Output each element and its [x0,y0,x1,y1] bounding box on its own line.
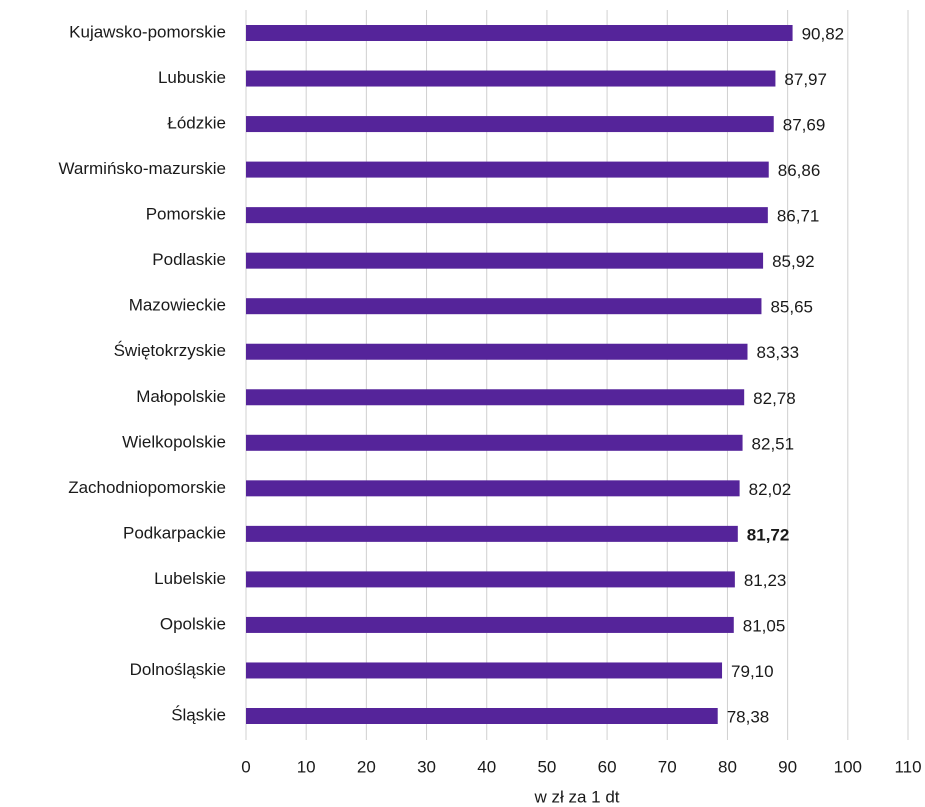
y-tick-label: Mazowieckie [129,296,226,315]
value-label: 86,86 [778,161,821,180]
bar [246,525,738,542]
bar [246,343,748,360]
bar [246,70,776,87]
value-label: 82,02 [749,480,792,499]
x-tick-label: 40 [477,757,496,776]
bar [246,116,774,133]
value-label: 81,72 [747,525,790,544]
y-tick-label: Podkarpackie [123,523,226,542]
y-tick-label: Kujawsko-pomorskie [69,22,226,41]
value-label: 78,38 [727,707,770,726]
x-axis-label: w zł za 1 dt [533,787,619,806]
x-tick-label: 110 [894,757,921,776]
x-tick-label: 0 [241,757,250,776]
y-tick-label: Opolskie [160,614,226,633]
bar [246,434,743,451]
x-tick-label: 60 [598,757,617,776]
bar [246,480,740,497]
value-label: 85,92 [772,252,815,271]
y-tick-label: Pomorskie [146,205,226,224]
x-tick-label: 30 [417,757,436,776]
bar [246,161,769,178]
x-tick-label: 70 [658,757,677,776]
value-label: 87,69 [783,116,826,135]
value-label: 82,78 [753,389,796,408]
bar [246,25,793,41]
value-label: 86,71 [777,207,820,226]
y-tick-label: Śląskie [171,705,226,724]
y-tick-label: Łódzkie [167,114,226,133]
value-label: 79,10 [731,662,774,681]
bar [246,298,762,315]
value-label: 81,05 [743,616,786,635]
value-label: 83,33 [756,343,799,362]
x-tick-label: 50 [537,757,556,776]
y-tick-label: Wielkopolskie [122,432,226,451]
bar [246,662,723,679]
y-tick-label: Małopolskie [136,387,226,406]
value-label: 81,23 [744,571,787,590]
x-tick-label: 20 [357,757,376,776]
bar [246,708,718,724]
value-label: 82,51 [752,434,795,453]
value-label: 90,82 [802,24,845,43]
x-tick-label: 100 [834,757,862,776]
y-tick-label: Lubuskie [158,68,226,87]
y-tick-label: Podlaskie [152,250,226,269]
x-tick-label: 10 [297,757,316,776]
x-tick-label: 90 [778,757,797,776]
bar [246,571,735,588]
value-label: 85,65 [770,298,813,317]
y-tick-label: Dolnośląskie [130,660,226,679]
bar [246,616,734,633]
y-tick-label: Warmińsko-mazurskie [58,159,226,178]
value-label: 87,97 [784,70,827,89]
y-tick-label: Zachodniopomorskie [68,478,226,497]
x-tick-label: 80 [718,757,737,776]
bar [246,252,764,269]
y-tick-label: Lubelskie [154,569,226,588]
y-tick-label: Świętokrzyskie [114,341,226,360]
bar [246,389,745,406]
bar [246,207,768,224]
